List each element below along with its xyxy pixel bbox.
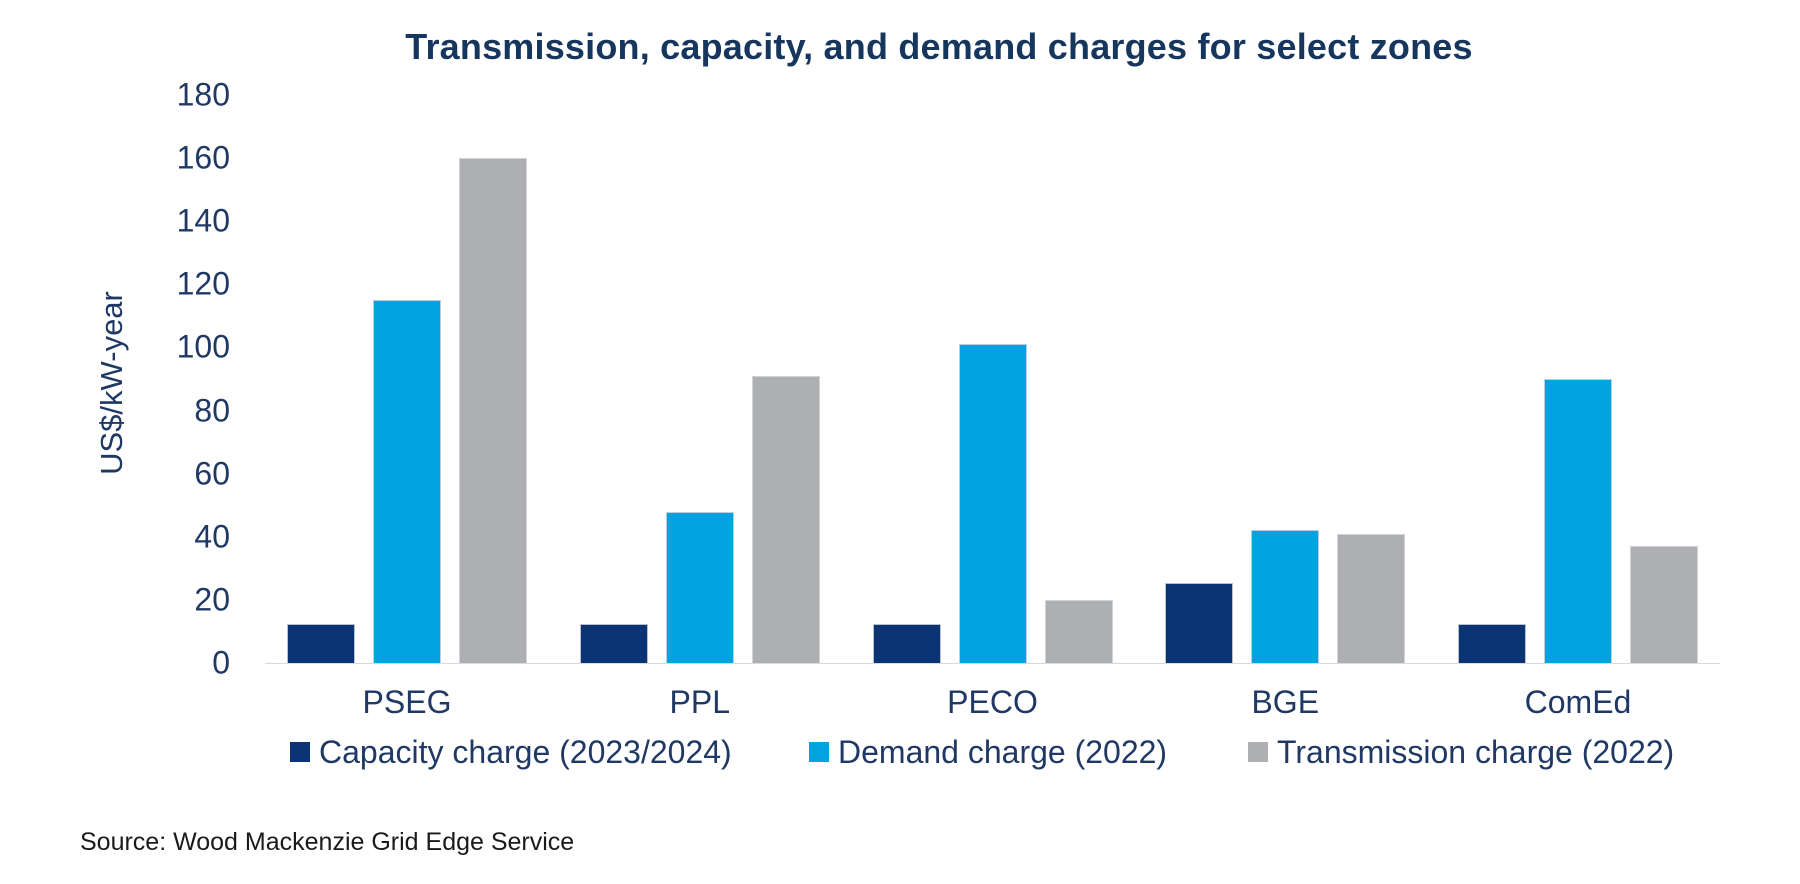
y-tick-label: 80 [194, 392, 230, 429]
y-axis-title: US$/kW-year [94, 291, 129, 475]
legend-swatch-icon [1248, 742, 1268, 762]
y-tick-label: 0 [212, 644, 230, 681]
source-note: Source: Wood Mackenzie Grid Edge Service [80, 828, 575, 856]
bar-comed-transmission [1630, 546, 1698, 663]
bar-ppl-transmission [751, 375, 820, 663]
category-label-bge: BGE [1251, 684, 1320, 720]
y-tick-label: 40 [194, 518, 230, 555]
bar-pseg-capacity [287, 623, 355, 663]
bar-ppl-demand [665, 511, 734, 663]
category-label-comed: ComEd [1524, 684, 1632, 720]
legend-item-demand: Demand charge (2022) [809, 734, 1167, 770]
bar-pseg-demand [373, 300, 441, 663]
bar-comed-demand [1544, 379, 1612, 663]
legend-swatch-icon [290, 742, 310, 762]
plot-area [265, 95, 1720, 664]
bar-bge-capacity [1165, 582, 1234, 663]
bar-comed-capacity [1458, 623, 1526, 663]
legend-swatch-icon [809, 742, 829, 762]
bar-peco-capacity [872, 623, 941, 663]
bar-peco-transmission [1044, 599, 1113, 663]
y-tick-label: 100 [176, 328, 230, 365]
category-label-ppl: PPL [669, 684, 730, 720]
y-tick-label: 180 [176, 76, 230, 113]
y-tick-label: 120 [176, 265, 230, 302]
y-tick-label: 20 [194, 581, 230, 618]
legend-label: Capacity charge (2023/2024) [319, 733, 732, 770]
chart-title: Transmission, capacity, and demand charg… [405, 26, 1473, 67]
y-tick-label: 160 [176, 139, 230, 176]
bar-bge-demand [1251, 530, 1320, 663]
legend-label: Transmission charge (2022) [1277, 733, 1675, 770]
legend-item-capacity: Capacity charge (2023/2024) [290, 734, 732, 770]
bar-peco-demand [958, 344, 1027, 663]
bar-ppl-capacity [579, 623, 648, 663]
legend-label: Demand charge (2022) [838, 733, 1168, 770]
y-tick-label: 140 [176, 202, 230, 239]
category-label-peco: PECO [947, 684, 1038, 720]
legend-item-transmission: Transmission charge (2022) [1248, 734, 1674, 770]
y-tick-label: 60 [194, 455, 230, 492]
bar-pseg-transmission [459, 158, 527, 663]
category-label-pseg: PSEG [362, 684, 452, 720]
bar-bge-transmission [1337, 533, 1406, 663]
